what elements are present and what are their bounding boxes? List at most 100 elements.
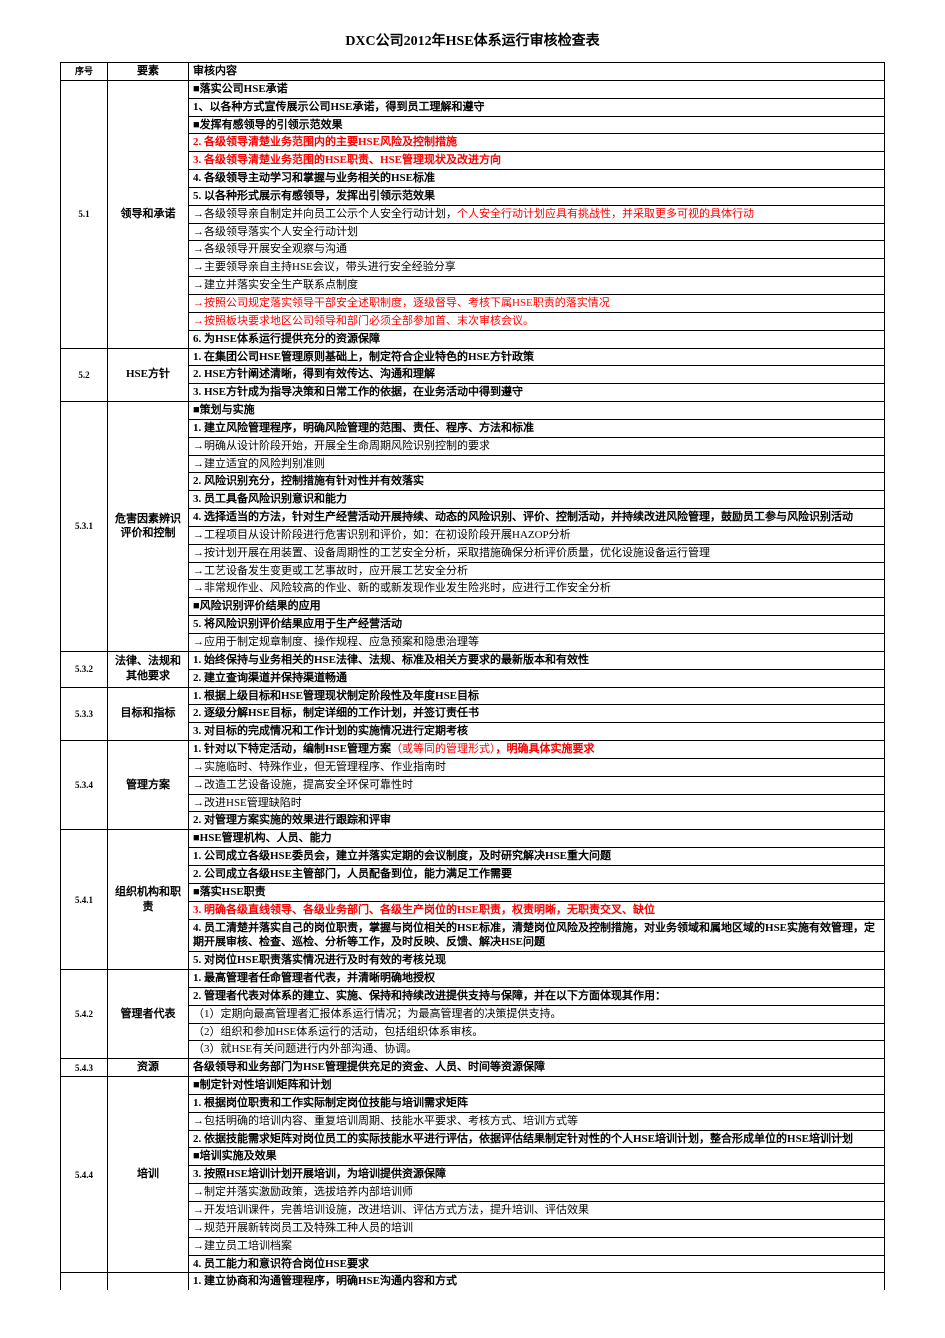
cell-element: 培训 <box>108 1077 189 1273</box>
table-row: 5.2HSE方针1. 在集团公司HSE管理原则基础上，制定符合企业特色的HSE方… <box>61 348 885 366</box>
cell-content: 5. 将风险识别评价结果应用于生产经营活动 <box>189 616 885 634</box>
cell-idx: 5.4.2 <box>61 970 108 1059</box>
cell-content: →各级领导亲自制定并向员工公示个人安全行动计划，个人安全行动计划应具有挑战性，并… <box>189 205 885 223</box>
cell-content: （1）定期向最高管理者汇报体系运行情况；为最高管理者的决策提供支持。 <box>189 1005 885 1023</box>
cell-content: 各级领导和业务部门为HSE管理提供充足的资金、人员、时间等资源保障 <box>189 1059 885 1077</box>
cell-content: →各级领导开展安全观察与沟通 <box>189 241 885 259</box>
cell-content: →改进HSE管理缺陷时 <box>189 794 885 812</box>
table-row: 5.4.1组织机构和职责■HSE管理机构、人员、能力 <box>61 830 885 848</box>
table-row: 5.3.2法律、法规和其他要求1. 始终保持与业务相关的HSE法律、法规、标准及… <box>61 651 885 669</box>
cell-content: 1. 根据岗位职责和工作实际制定岗位技能与培训需求矩阵 <box>189 1094 885 1112</box>
cell-content: 3. 明确各级直线领导、各级业务部门、各级生产岗位的HSE职责，权责明晰，无职责… <box>189 901 885 919</box>
cell-idx: 5.4.4 <box>61 1077 108 1273</box>
cell-content: 6. 为HSE体系运行提供充分的资源保障 <box>189 330 885 348</box>
cell-content: 4. 员工能力和意识符合岗位HSE要求 <box>189 1255 885 1273</box>
cell-content: ■HSE管理机构、人员、能力 <box>189 830 885 848</box>
cell-content: 1. 建立风险管理程序，明确风险管理的范围、责任、程序、方法和标准 <box>189 419 885 437</box>
cell-content: 1. 始终保持与业务相关的HSE法律、法规、标准及相关方要求的最新版本和有效性 <box>189 651 885 669</box>
table-body: 5.1领导和承诺■落实公司HSE承诺1、以各种方式宣传展示公司HSE承诺，得到员… <box>61 80 885 1290</box>
cell-content: 2. 建立查询渠道并保持渠道畅通 <box>189 669 885 687</box>
col-header-elem: 要素 <box>108 63 189 81</box>
cell-content: →按计划开展在用装置、设备周期性的工艺安全分析，采取措施确保分析评价质量，优化设… <box>189 544 885 562</box>
header-row: 序号 要素 审核内容 <box>61 63 885 81</box>
cell-content: 3. 按照HSE培训计划开展培训，为培训提供资源保障 <box>189 1166 885 1184</box>
cell-content: 4. 员工清楚并落实自己的岗位职责，掌握与岗位相关的HSE标准，清楚岗位风险及控… <box>189 919 885 952</box>
cell-content: 2. 风险识别充分，控制措施有针对性并有效落实 <box>189 473 885 491</box>
cell-content: →按照公司规定落实领导干部安全述职制度，逐级督导、考核下属HSE职责的落实情况 <box>189 294 885 312</box>
cell-content: 5. 以各种形式展示有感领导，发挥出引领示范效果 <box>189 187 885 205</box>
cell-idx: 5.3.3 <box>61 687 108 741</box>
table-row: 5.4.3资源各级领导和业务部门为HSE管理提供充足的资金、人员、时间等资源保障 <box>61 1059 885 1077</box>
cell-content: 4. 各级领导主动学习和掌握与业务相关的HSE标准 <box>189 170 885 188</box>
cell-idx: 5.3.1 <box>61 402 108 652</box>
table-row: 5.1领导和承诺■落实公司HSE承诺 <box>61 80 885 98</box>
cell-content: 2. 各级领导清楚业务范围内的主要HSE风险及控制措施 <box>189 134 885 152</box>
cell-content: 3. 各级领导清楚业务范围的HSE职责、HSE管理现状及改进方向 <box>189 152 885 170</box>
cell-content: （3）就HSE有关问题进行内外部沟通、协调。 <box>189 1041 885 1059</box>
cell-content: →开发培训课件，完善培训设施，改进培训、评估方式方法，提升培训、评估效果 <box>189 1202 885 1220</box>
cell-element <box>108 1273 189 1290</box>
cell-idx <box>61 1273 108 1290</box>
cell-content: 2. 公司成立各级HSE主管部门，人员配备到位，能力满足工作需要 <box>189 865 885 883</box>
cell-idx: 5.4.3 <box>61 1059 108 1077</box>
cell-content: →实施临时、特殊作业，但无管理程序、作业指南时 <box>189 758 885 776</box>
cell-content: 2. 管理者代表对体系的建立、实施、保持和持续改进提供支持与保障，并在以下方面体… <box>189 987 885 1005</box>
cell-content: 2. HSE方针阐述清晰，得到有效传达、沟通和理解 <box>189 366 885 384</box>
cell-content: ■培训实施及效果 <box>189 1148 885 1166</box>
cell-content: →制定并落实激励政策，选拔培养内部培训师 <box>189 1184 885 1202</box>
cell-idx: 5.4.1 <box>61 830 108 970</box>
cell-content: 1. 在集团公司HSE管理原则基础上，制定符合企业特色的HSE方针政策 <box>189 348 885 366</box>
cell-content: ■风险识别评价结果的应用 <box>189 598 885 616</box>
cell-content: →建立适宜的风险判别准则 <box>189 455 885 473</box>
cell-content: 1. 针对以下特定活动，编制HSE管理方案（或等同的管理形式），明确具体实施要求 <box>189 741 885 759</box>
cell-content: 3. HSE方针成为指导决策和日常工作的依据，在业务活动中得到遵守 <box>189 384 885 402</box>
cell-content: →应用于制定规章制度、操作规程、应急预案和隐患治理等 <box>189 634 885 652</box>
cell-content: →各级领导落实个人安全行动计划 <box>189 223 885 241</box>
cell-element: 资源 <box>108 1059 189 1077</box>
table-row: 5.4.4培训■制定针对性培训矩阵和计划 <box>61 1077 885 1095</box>
cell-element: 法律、法规和其他要求 <box>108 651 189 687</box>
cell-element: 管理者代表 <box>108 970 189 1059</box>
col-header-idx: 序号 <box>61 63 108 81</box>
cell-content: ■制定针对性培训矩阵和计划 <box>189 1077 885 1095</box>
cell-content: 1. 公司成立各级HSE委员会，建立并落实定期的会议制度，及时研究解决HSE重大… <box>189 848 885 866</box>
cell-idx: 5.3.2 <box>61 651 108 687</box>
cell-content: →包括明确的培训内容、重复培训周期、技能水平要求、考核方式、培训方式等 <box>189 1112 885 1130</box>
cell-content: 3. 员工具备风险识别意识和能力 <box>189 491 885 509</box>
cell-content: →规范开展新转岗员工及特殊工种人员的培训 <box>189 1219 885 1237</box>
cell-element: 危害因素辨识评价和控制 <box>108 402 189 652</box>
cell-content: 5. 对岗位HSE职责落实情况进行及时有效的考核兑现 <box>189 952 885 970</box>
col-header-content: 审核内容 <box>189 63 885 81</box>
cell-content: ■策划与实施 <box>189 402 885 420</box>
table-row: 5.3.4管理方案1. 针对以下特定活动，编制HSE管理方案（或等同的管理形式）… <box>61 741 885 759</box>
page-title: DXC公司2012年HSE体系运行审核检查表 <box>60 30 885 50</box>
cell-content: →工艺设备发生变更或工艺事故时，应开展工艺安全分析 <box>189 562 885 580</box>
cell-content: ■发挥有感领导的引领示范效果 <box>189 116 885 134</box>
cell-content: →改造工艺设备设施，提高安全环保可靠性时 <box>189 776 885 794</box>
cell-content: →建立并落实安全生产联系点制度 <box>189 277 885 295</box>
cell-content: →工程项目从设计阶段进行危害识别和评价，如：在初设阶段开展HAZOP分析 <box>189 526 885 544</box>
cell-content: 2. 逐级分解HSE目标，制定详细的工作计划，并签订责任书 <box>189 705 885 723</box>
table-row: 5.3.3目标和指标1. 根据上级目标和HSE管理现状制定阶段性及年度HSE目标 <box>61 687 885 705</box>
cell-content: 4. 选择适当的方法，针对生产经营活动开展持续、动态的风险识别、评价、控制活动，… <box>189 509 885 527</box>
cell-content: →按照板块要求地区公司领导和部门必须全部参加首、末次审核会议。 <box>189 312 885 330</box>
cell-content: ■落实HSE职责 <box>189 883 885 901</box>
cell-element: 管理方案 <box>108 741 189 830</box>
cell-content: →主要领导亲自主持HSE会议，带头进行安全经验分享 <box>189 259 885 277</box>
cell-element: 领导和承诺 <box>108 80 189 348</box>
cell-idx: 5.2 <box>61 348 108 402</box>
cell-idx: 5.3.4 <box>61 741 108 830</box>
cell-content: （2）组织和参加HSE体系运行的活动，包括组织体系审核。 <box>189 1023 885 1041</box>
table-row: 5.3.1危害因素辨识评价和控制■策划与实施 <box>61 402 885 420</box>
cell-content: 2. 对管理方案实施的效果进行跟踪和评审 <box>189 812 885 830</box>
cell-content: →建立员工培训档案 <box>189 1237 885 1255</box>
cell-idx: 5.1 <box>61 80 108 348</box>
cell-element: HSE方针 <box>108 348 189 402</box>
cell-content: →非常规作业、风险较高的作业、新的或新发现作业发生险兆时，应进行工作安全分析 <box>189 580 885 598</box>
cell-element: 组织机构和职责 <box>108 830 189 970</box>
cell-content: 1. 根据上级目标和HSE管理现状制定阶段性及年度HSE目标 <box>189 687 885 705</box>
cell-content: →明确从设计阶段开始，开展全生命周期风险识别控制的要求 <box>189 437 885 455</box>
cell-content: 2. 依据技能需求矩阵对岗位员工的实际技能水平进行评估，依据评估结果制定针对性的… <box>189 1130 885 1148</box>
audit-table: 序号 要素 审核内容 5.1领导和承诺■落实公司HSE承诺1、以各种方式宣传展示… <box>60 62 885 1290</box>
cell-content: 3. 对目标的完成情况和工作计划的实施情况进行定期考核 <box>189 723 885 741</box>
